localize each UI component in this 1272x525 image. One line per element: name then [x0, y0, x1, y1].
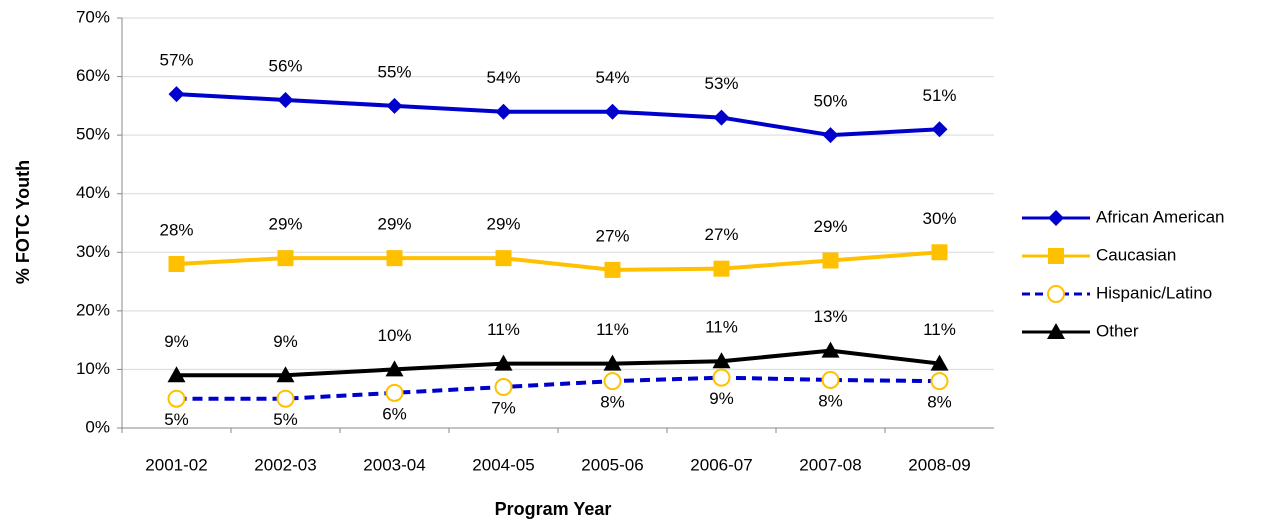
point: [931, 244, 948, 261]
x-tick-label: 2007-08: [799, 455, 861, 474]
data-label: 9%: [273, 332, 298, 351]
point: [168, 86, 185, 103]
data-label: 11%: [923, 320, 956, 339]
series-line: [176, 92, 940, 138]
point: [822, 127, 839, 144]
point: [276, 366, 295, 383]
point: [385, 383, 404, 402]
legend-label: Other: [1096, 321, 1139, 340]
data-label: 6%: [382, 404, 407, 423]
series-line: [176, 250, 940, 272]
data-label: 53%: [704, 74, 738, 93]
data-label: 11%: [596, 320, 629, 339]
y-tick-label: 60%: [76, 66, 110, 85]
y-tick-label: 70%: [76, 7, 110, 26]
y-tick-label: 20%: [76, 300, 110, 319]
x-tick-label: 2003-04: [363, 455, 425, 474]
point: [821, 370, 840, 389]
point: [604, 261, 621, 278]
point: [930, 372, 949, 391]
legend-marker: [1048, 248, 1064, 264]
data-label: 29%: [486, 215, 520, 234]
point: [713, 260, 730, 277]
data-label: 29%: [377, 215, 411, 234]
x-tick-label: 2001-02: [145, 455, 207, 474]
data-label: 9%: [709, 389, 734, 408]
legend-marker: [1048, 210, 1064, 226]
data-label: 28%: [159, 220, 193, 239]
x-tick-label: 2004-05: [472, 455, 534, 474]
point: [494, 354, 513, 371]
data-label: 5%: [273, 410, 298, 429]
data-label: 8%: [600, 393, 625, 412]
point: [277, 92, 294, 108]
x-tick-label: 2005-06: [581, 455, 643, 474]
point: [604, 103, 621, 120]
legend-marker: [1047, 323, 1065, 339]
data-label: 29%: [813, 217, 847, 236]
legend-marker: [1047, 285, 1065, 303]
point: [495, 250, 512, 267]
point: [931, 121, 948, 138]
data-label: 11%: [487, 320, 520, 339]
data-label: 13%: [813, 307, 847, 326]
point: [821, 341, 840, 358]
x-tick-label: 2002-03: [254, 455, 316, 474]
data-label: 54%: [486, 68, 520, 87]
legend-label: African American: [1096, 207, 1225, 226]
point: [386, 250, 403, 267]
x-tick-label: 2008-09: [908, 455, 970, 474]
point: [822, 252, 839, 269]
point: [167, 389, 186, 408]
series-line: [176, 348, 940, 378]
data-label: 55%: [377, 62, 411, 81]
x-axis-title: Program Year: [495, 499, 612, 519]
data-label: 56%: [268, 56, 302, 75]
data-label: 54%: [595, 68, 629, 87]
data-label: 51%: [922, 86, 956, 105]
y-tick-label: 10%: [76, 359, 110, 378]
data-label: 8%: [927, 393, 952, 412]
data-label: 5%: [164, 410, 189, 429]
point: [385, 360, 404, 377]
y-tick-label: 30%: [76, 242, 110, 261]
point: [603, 372, 622, 391]
point: [277, 250, 294, 267]
data-label: 9%: [164, 332, 189, 351]
data-label: 10%: [377, 326, 411, 345]
point: [712, 368, 731, 387]
data-label: 7%: [491, 398, 516, 417]
x-tick-label: 2006-07: [690, 455, 752, 474]
data-label: 29%: [268, 215, 302, 234]
y-tick-label: 40%: [76, 183, 110, 202]
point: [603, 354, 622, 371]
data-label: 30%: [922, 209, 956, 228]
point: [167, 366, 186, 383]
point: [495, 103, 512, 120]
point: [386, 97, 403, 114]
y-tick-label: 50%: [76, 125, 110, 144]
data-label: 11%: [705, 318, 738, 337]
y-tick-label: 0%: [85, 417, 110, 436]
point: [276, 389, 295, 408]
point: [168, 256, 185, 272]
data-label: 57%: [159, 51, 193, 70]
data-label: 8%: [818, 391, 843, 410]
point: [494, 378, 513, 396]
data-label: 50%: [813, 92, 847, 111]
point: [930, 354, 949, 371]
data-label: 27%: [595, 226, 629, 245]
legend-label: Caucasian: [1096, 245, 1176, 264]
data-label: 27%: [704, 225, 738, 244]
point: [712, 352, 731, 369]
point: [713, 109, 730, 126]
legend-label: Hispanic/Latino: [1096, 283, 1212, 302]
y-axis-title: % FOTC Youth: [13, 160, 33, 284]
